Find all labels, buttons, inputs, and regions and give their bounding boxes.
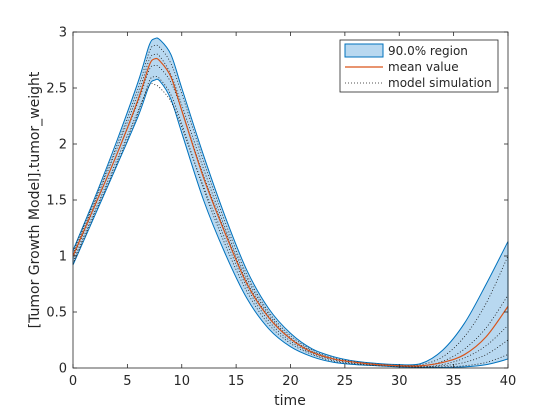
x-tick-label: 40 [500,374,517,389]
y-tick-label: 2 [59,138,67,153]
legend: 90.0% region mean value model simulation [339,39,499,93]
x-tick-label: 30 [391,374,408,389]
mean-value-line [72,57,509,367]
y-tick-label: 1 [59,250,67,265]
y-axis-ticks: 0 0.5 1 1.5 2 2.5 3 [46,26,508,377]
simulation-lines [72,44,509,368]
x-tick-label: 20 [282,374,299,389]
simulation-line-1 [72,83,509,368]
y-tick-label: 0 [59,362,67,377]
y-axis-label: [Tumor Growth Model].tumor_weight [27,71,43,328]
y-tick-label: 1.5 [46,194,67,209]
x-axis-label: time [274,393,306,409]
x-tick-label: 25 [337,374,354,389]
y-tick-label: 3 [59,26,67,41]
legend-label-sim: model simulation [388,76,492,90]
x-axis-ticks: 0 5 10 15 20 25 30 35 40 [69,32,516,389]
x-tick-label: 35 [445,374,462,389]
x-tick-label: 10 [173,374,190,389]
y-tick-label: 2.5 [46,82,67,97]
legend-label-band: 90.0% region [388,44,468,58]
legend-band-swatch [344,43,384,58]
x-tick-label: 15 [228,374,245,389]
x-tick-label: 5 [123,374,131,389]
legend-label-mean: mean value [388,60,459,74]
x-tick-label: 0 [69,374,77,389]
y-tick-label: 0.5 [46,306,67,321]
simulation-line-3 [72,65,509,368]
